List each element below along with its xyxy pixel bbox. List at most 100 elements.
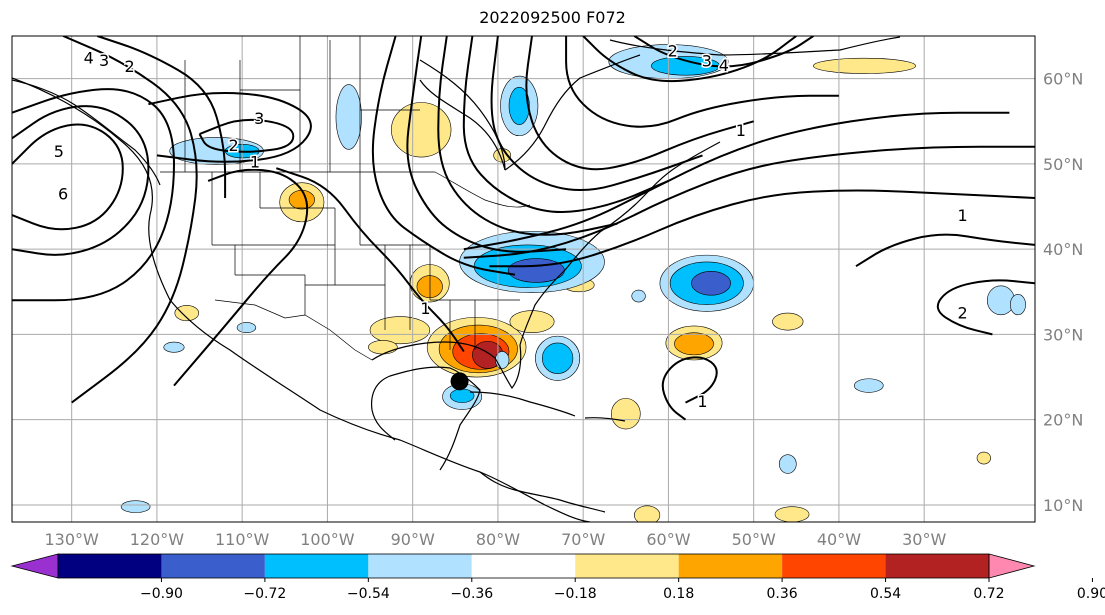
- contour-label-10: 4: [719, 56, 729, 75]
- contour-line-5: [173, 168, 309, 387]
- colorbar-tick-label-8: 0.72: [973, 586, 1004, 602]
- colorbar-tick-label-6: 0.36: [767, 586, 798, 602]
- colorbar-box-7: [782, 554, 886, 578]
- contour-line-11: [437, 36, 618, 236]
- shaded-region-0: [391, 102, 452, 158]
- lon-tick-label-2: 110°W: [215, 530, 270, 549]
- contour-line-14: [525, 36, 754, 171]
- lon-tick-label-6: 70°W: [561, 530, 605, 549]
- contour-line-13: [490, 36, 703, 192]
- shaded-region-48: [495, 351, 510, 369]
- shaded-region-6: [368, 340, 398, 355]
- contour-line-9: [371, 36, 516, 276]
- lat-tick-label-1: 20°N: [1043, 411, 1083, 430]
- shaded-region-44: [853, 378, 884, 393]
- contour-label-4: 2: [229, 136, 239, 155]
- contour-line-6: [198, 118, 295, 153]
- shaded-region-2: [288, 190, 315, 210]
- colorbar-tick-label-7: 0.54: [870, 586, 901, 602]
- lat-tick-label-4: 50°N: [1043, 155, 1083, 174]
- shaded-region-35: [691, 271, 731, 296]
- contour-label-11: 1: [736, 121, 746, 140]
- shaded-region-45: [163, 341, 185, 353]
- shaded-region-19: [774, 506, 810, 522]
- contour-label-8: 2: [668, 41, 678, 60]
- lon-tick-label-4: 90°W: [391, 530, 435, 549]
- shaded-region-15: [674, 332, 714, 356]
- latitude-labels: 10°N 20°N 30°N 40°N 50°N 60°N: [1043, 70, 1083, 515]
- longitude-labels: 130°W 120°W 110°W 100°W 90°W 80°W 70°W 60°W 50°W…: [44, 530, 946, 549]
- contour-line-21: [855, 233, 1035, 268]
- shaded-region-7: [174, 305, 199, 322]
- shaded-region-47: [236, 322, 257, 334]
- contour-label-14: 1: [420, 299, 430, 318]
- labrador-coast: [504, 54, 641, 171]
- shaded-region-40: [986, 285, 1015, 316]
- lon-tick-label-9: 40°W: [817, 530, 861, 549]
- contour-label-6: 5: [54, 142, 64, 161]
- contour-line-10: [406, 36, 567, 253]
- colorbar-box-8: [885, 554, 989, 578]
- lon-tick-label-7: 60°W: [646, 530, 690, 549]
- lat-tick-label-2: 30°N: [1043, 325, 1083, 344]
- contour-line-7: [148, 92, 312, 163]
- contour-label-7: 6: [58, 185, 68, 204]
- colorbar-box-6: [678, 554, 783, 578]
- colorbar-box-2: [264, 554, 369, 578]
- colorbar-box-4: [471, 554, 576, 578]
- contour-label-1: 3: [99, 51, 109, 70]
- contour-line-4: [96, 36, 227, 198]
- lon-tick-label-5: 80°W: [476, 530, 520, 549]
- contour-line-23: [661, 356, 718, 421]
- shaded-region-27: [508, 86, 530, 125]
- shaded-region-39: [449, 388, 475, 403]
- shaded-region-37: [541, 342, 574, 374]
- colorbar-box-3: [368, 554, 472, 578]
- storm-center-marker: [450, 372, 469, 391]
- colorbar-tick-label-0: −0.90: [140, 586, 183, 602]
- shaded-region-22: [976, 451, 991, 465]
- colorbar-tick-label-3: −0.36: [450, 586, 493, 602]
- colorbar-outline: [57, 553, 990, 579]
- shaded-region-17: [611, 398, 641, 430]
- hispaniola: [584, 417, 626, 422]
- coastline-caribbean: [479, 471, 606, 513]
- shaded-region-42: [778, 454, 797, 474]
- contour-line-8: [275, 167, 465, 353]
- political-borders: [160, 36, 531, 361]
- shaded-region-16: [772, 312, 804, 331]
- colorbar-tick-label-1: −0.72: [243, 586, 286, 602]
- contour-line-20: [633, 36, 814, 68]
- chart-title: 2022092500 F072: [479, 8, 626, 27]
- shaded-region-41: [1009, 294, 1026, 316]
- colorbar-extend-high: [988, 553, 1036, 579]
- coastline-layer: [12, 36, 901, 522]
- contour-label-0: 4: [84, 48, 94, 67]
- colorbar-tick-label-4: −0.18: [554, 586, 597, 602]
- contour-line-18: [489, 189, 1035, 268]
- contour-lines: [12, 36, 1035, 421]
- state-lines: [211, 36, 520, 350]
- lat-tick-label-5: 60°N: [1043, 70, 1083, 89]
- contour-line-2: [12, 88, 176, 302]
- contour-label-9: 3: [702, 52, 712, 71]
- contour-line-3: [62, 36, 198, 404]
- colorbar-box-0: [58, 554, 162, 578]
- colorbar: −0.90 −0.72 −0.54 −0.36 −0.18 0.18 0.36 0.54 0.7…: [10, 553, 1105, 602]
- shaded-region-46: [631, 289, 646, 303]
- colorbar-tick-label-2: −0.54: [347, 586, 390, 602]
- us-canada-border: [160, 171, 531, 208]
- lon-tick-label-1: 120°W: [130, 530, 185, 549]
- lon-tick-label-10: 30°W: [902, 530, 946, 549]
- map-gridlines: [12, 36, 1035, 522]
- shaded-region-20: [813, 57, 916, 74]
- contour-label-13: 2: [957, 303, 967, 322]
- contour-line-19: [582, 36, 797, 83]
- contour-line-15: [565, 36, 839, 128]
- contour-line-1: [12, 105, 150, 256]
- contour-label-3: 3: [254, 109, 264, 128]
- contour-label-12: 1: [957, 206, 967, 225]
- storm-marker-layer: [450, 372, 469, 391]
